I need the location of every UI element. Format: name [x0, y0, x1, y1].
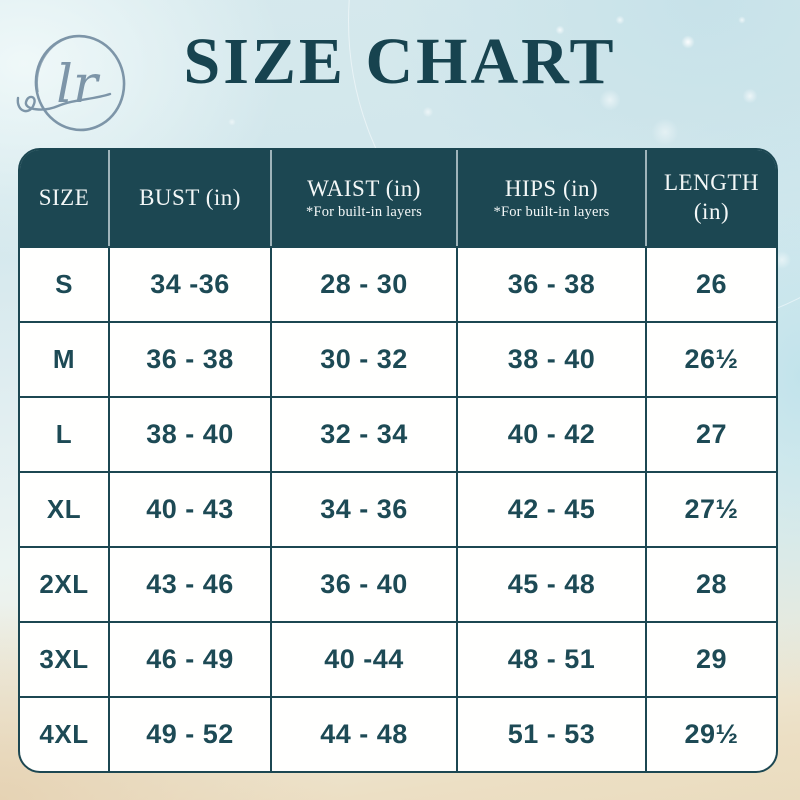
size-cell: 3XL	[20, 623, 108, 696]
waist-cell: 34 - 36	[272, 473, 456, 546]
logo-flourish	[16, 92, 112, 113]
bust-cell: 38 - 40	[110, 398, 270, 471]
bust-cell: 36 - 38	[110, 323, 270, 396]
column-header-hips: HIPS (in) *For built-in layers	[456, 150, 645, 246]
size-cell: S	[20, 248, 108, 321]
waist-cell: 28 - 30	[272, 248, 456, 321]
waist-cell: 36 - 40	[272, 548, 456, 621]
length-cell: 29	[647, 623, 776, 696]
size-chart-card: SIZE BUST (in) WAIST (in) *For built-in lay…	[18, 148, 778, 773]
length-cell: 28	[647, 548, 776, 621]
column-label-line2: (in)	[693, 199, 730, 224]
bust-cell: 46 - 49	[110, 623, 270, 696]
hips-cell: 48 - 51	[458, 623, 645, 696]
length-cell: 29½	[647, 698, 776, 771]
brand-logo: lr	[16, 34, 126, 132]
hips-cell: 36 - 38	[458, 248, 645, 321]
waist-cell: 32 - 34	[272, 398, 456, 471]
hips-cell: 45 - 48	[458, 548, 645, 621]
column-header-size: SIZE	[20, 150, 108, 246]
column-label: LENGTH	[664, 170, 759, 196]
bust-cell: 34 -36	[110, 248, 270, 321]
column-header-length: LENGTH (in)	[645, 150, 776, 246]
length-cell: 26	[647, 248, 776, 321]
column-note: *For built-in layers	[493, 203, 610, 220]
column-label: HIPS (in)	[504, 175, 599, 201]
column-header-waist: WAIST (in) *For built-in layers	[270, 150, 456, 246]
waist-cell: 30 - 32	[272, 323, 456, 396]
size-cell: L	[20, 398, 108, 471]
hips-cell: 51 - 53	[458, 698, 645, 771]
size-cell: 2XL	[20, 548, 108, 621]
bust-cell: 43 - 46	[110, 548, 270, 621]
size-cell: 4XL	[20, 698, 108, 771]
bust-cell: 49 - 52	[110, 698, 270, 771]
waist-cell: 44 - 48	[272, 698, 456, 771]
hips-cell: 40 - 42	[458, 398, 645, 471]
length-cell: 27	[647, 398, 776, 471]
bust-cell: 40 - 43	[110, 473, 270, 546]
column-label: WAIST (in)	[307, 175, 421, 201]
size-cell: XL	[20, 473, 108, 546]
column-label: SIZE	[38, 184, 90, 210]
length-cell: 27½	[647, 473, 776, 546]
logo-monogram: lr	[56, 55, 101, 115]
size-chart-table: SIZE BUST (in) WAIST (in) *For built-in lay…	[20, 150, 776, 771]
hips-cell: 42 - 45	[458, 473, 645, 546]
page-title: SIZE CHART	[183, 25, 617, 98]
length-cell: 26½	[647, 323, 776, 396]
column-header-bust: BUST (in)	[108, 150, 270, 246]
waist-cell: 40 -44	[272, 623, 456, 696]
hips-cell: 38 - 40	[458, 323, 645, 396]
column-note: *For built-in layers	[306, 203, 422, 220]
size-cell: M	[20, 323, 108, 396]
column-label: BUST (in)	[139, 184, 241, 210]
